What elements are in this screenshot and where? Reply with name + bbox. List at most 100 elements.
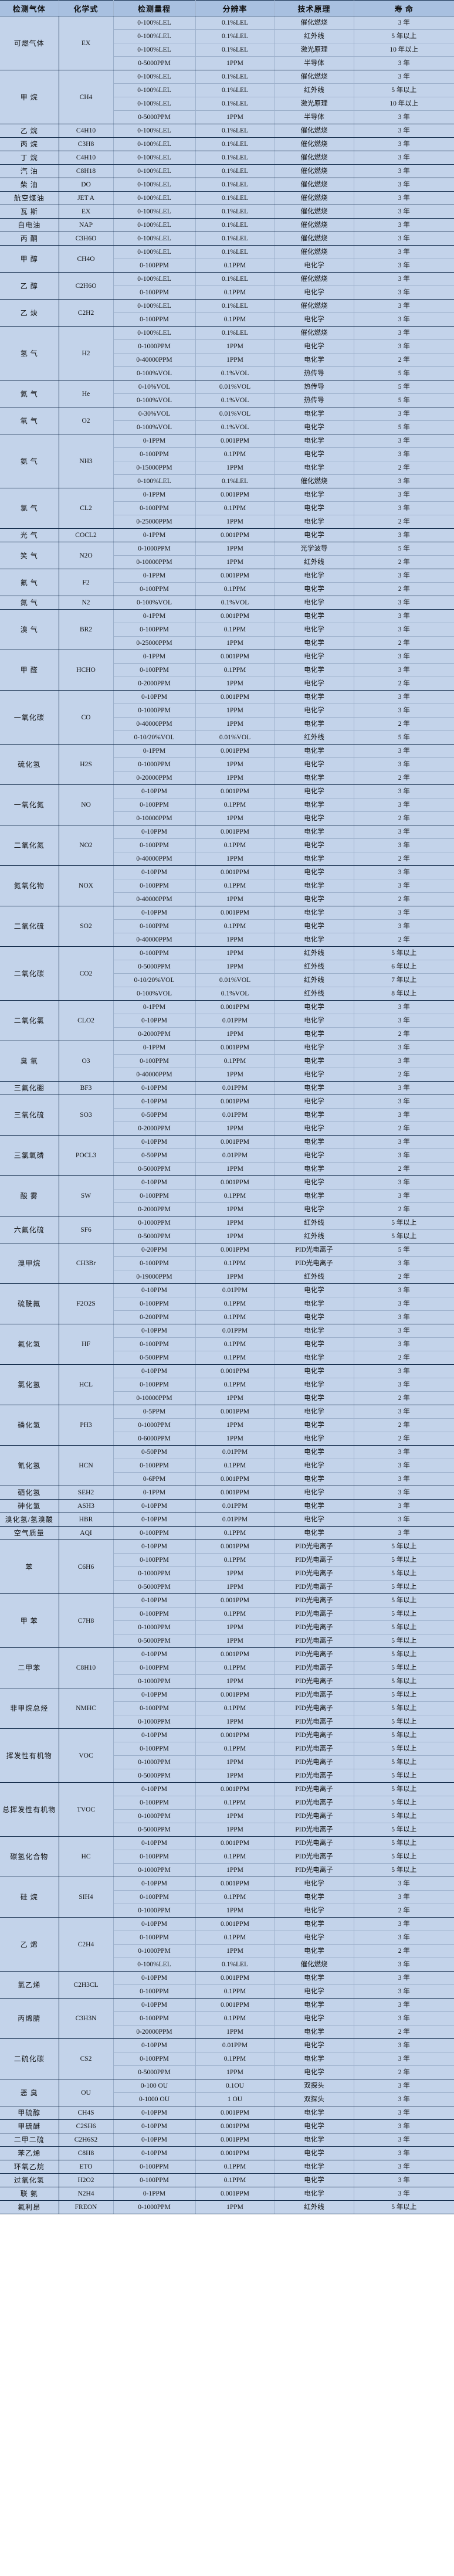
cell-gas-name: 丙 烷	[0, 137, 59, 151]
table-row: 笑 气 N2O 0-1000PPM 1PPM 光学波导 5 年	[0, 542, 454, 569]
cell-detection-range: 0-100%VOL	[113, 366, 196, 380]
cell-chemical-formula: C2H6S2	[59, 2133, 114, 2147]
cell-lifetime: 3 年	[354, 1135, 454, 1149]
cell-lifetime: 3 年	[354, 151, 454, 165]
table-row: 碳氢化合物 HC 0-10PPM 0.001PPM PID光电离子 5 年以上	[0, 1836, 454, 1877]
cell-resolution: 1PPM	[195, 1229, 275, 1243]
cell-technology-principle: 电化学	[275, 1971, 354, 1985]
cell-resolution: 1PPM	[195, 1122, 275, 1136]
table-row: 0-19000PPM 1PPM 红外线 2 年	[0, 1270, 454, 1284]
cell-gas-name: 联 氨	[0, 2187, 59, 2201]
cell-lifetime: 5 年以上	[354, 1850, 454, 1864]
table-row: 挥发性有机物 VOC 0-10PPM 0.001PPM PID光电离子 5 年以上	[0, 1728, 454, 1783]
cell-gas-name: 氰化氢	[0, 1445, 59, 1486]
cell-detection-range: 0-100%LEL	[113, 218, 196, 232]
table-row: 二氧化氮 NO2 0-10PPM 0.001PPM 电化学 3 年	[0, 825, 454, 866]
cell-resolution: 0.01PPM	[195, 1499, 275, 1513]
cell-gas-name: 苯	[0, 1540, 59, 1594]
cell-chemical-formula: BF3	[59, 1081, 114, 1095]
cell-detection-range: 0-100%LEL	[113, 29, 196, 43]
column-header-principle: 技术原理	[275, 0, 354, 16]
cell-lifetime: 3 年	[354, 124, 454, 138]
cell-resolution: 0.001PPM	[195, 1728, 275, 1742]
cell-lifetime: 3 年	[354, 1958, 454, 1972]
cell-detection-range: 0-25000PPM	[113, 636, 196, 650]
table-row: 溴甲烷 CH3Br 0-20PPM 0.001PPM PID光电离子 5 年	[0, 1243, 454, 1284]
table-row: 二氧化碳 CO2 0-100PPM 1PPM 红外线 5 年以上	[0, 946, 454, 1001]
table-row: 0-100PPM 0.1PPM 电化学 3 年	[0, 501, 454, 515]
cell-resolution: 0.1PPM	[195, 1984, 275, 1999]
cell-technology-principle: 电化学	[275, 353, 354, 367]
cell-technology-principle: 电化学	[275, 838, 354, 852]
cell-technology-principle: 电化学	[275, 784, 354, 798]
cell-detection-range: 0-100PPM	[113, 838, 196, 852]
cell-lifetime: 2 年	[354, 1202, 454, 1216]
cell-technology-principle: 电化学	[275, 2038, 354, 2052]
cell-detection-range: 0-100PPM	[113, 1850, 196, 1864]
cell-technology-principle: 电化学	[275, 1122, 354, 1136]
cell-resolution: 0.001PPM	[195, 609, 275, 623]
table-row: 柴 油 DO 0-100%LEL 0.1%LEL 催化燃烧 3 年	[0, 178, 454, 192]
cell-technology-principle: 电化学	[275, 609, 354, 623]
cell-lifetime: 5 年	[354, 730, 454, 745]
table-row: 硫酰氟 F2O2S 0-10PPM 0.01PPM 电化学 3 年	[0, 1283, 454, 1324]
cell-technology-principle: 双探头	[275, 2092, 354, 2106]
table-row: 0-100PPM 0.1PPM 电化学 3 年	[0, 312, 454, 327]
table-row: 0-100%VOL 0.1%VOL 热传导 5 年	[0, 393, 454, 407]
cell-resolution: 0.001PPM	[195, 906, 275, 920]
cell-detection-range: 0-1000PPM	[113, 339, 196, 354]
cell-chemical-formula: C3H3N	[59, 1998, 114, 2039]
cell-technology-principle: 电化学	[275, 879, 354, 893]
table-row: 0-6PPM 0.001PPM 电化学 3 年	[0, 1472, 454, 1486]
cell-technology-principle: PID光电离子	[275, 1836, 354, 1850]
cell-detection-range: 0-100PPM	[113, 312, 196, 327]
cell-resolution: 0.1PPM	[195, 1351, 275, 1365]
cell-resolution: 1PPM	[195, 1580, 275, 1594]
cell-technology-principle: 红外线	[275, 1216, 354, 1230]
cell-resolution: 0.001PPM	[195, 2187, 275, 2201]
cell-resolution: 1PPM	[195, 1270, 275, 1284]
cell-technology-principle: 催化燃烧	[275, 218, 354, 232]
cell-resolution: 0.1PPM	[195, 501, 275, 515]
table-row: 0-1000PPM 1PPM PID光电离子 5 年以上	[0, 1755, 454, 1769]
cell-resolution: 1PPM	[195, 1391, 275, 1405]
cell-detection-range: 0-1000PPM	[113, 2200, 196, 2214]
cell-technology-principle: 催化燃烧	[275, 70, 354, 84]
cell-lifetime: 3 年	[354, 191, 454, 205]
cell-resolution: 0.001PPM	[195, 784, 275, 798]
cell-resolution: 1PPM	[195, 1566, 275, 1581]
cell-technology-principle: PID光电离子	[275, 1647, 354, 1661]
cell-lifetime: 3 年	[354, 1108, 454, 1122]
cell-resolution: 0.1PPM	[195, 1297, 275, 1311]
cell-technology-principle: PID光电离子	[275, 1620, 354, 1634]
cell-resolution: 0.001PPM	[195, 1041, 275, 1055]
cell-detection-range: 0-100PPM	[113, 1553, 196, 1567]
cell-detection-range: 0-6000PPM	[113, 1432, 196, 1446]
cell-technology-principle: 催化燃烧	[275, 232, 354, 246]
cell-gas-name: 二甲二硫	[0, 2133, 59, 2147]
cell-detection-range: 0-40000PPM	[113, 1068, 196, 1082]
cell-lifetime: 3 年	[354, 2133, 454, 2147]
cell-resolution: 1PPM	[195, 1863, 275, 1877]
cell-technology-principle: PID光电离子	[275, 1607, 354, 1621]
cell-chemical-formula: C7H8	[59, 1593, 114, 1648]
cell-technology-principle: 电化学	[275, 1310, 354, 1324]
cell-gas-name: 氟利昂	[0, 2200, 59, 2214]
cell-gas-name: 酸 雾	[0, 1175, 59, 1216]
table-row: 二甲二硫 C2H6S2 0-10PPM 0.001PPM 电化学 3 年	[0, 2133, 454, 2147]
cell-technology-principle: PID光电离子	[275, 1823, 354, 1837]
table-row: 0-10/20%VOL 0.01%VOL 红外线 5 年	[0, 730, 454, 745]
cell-gas-name: 甲 醛	[0, 650, 59, 691]
cell-chemical-formula: HCHO	[59, 650, 114, 691]
cell-gas-name: 氯 气	[0, 488, 59, 529]
header-row: 检测气体 化学式 检测量程 分辨率 技术原理 寿 命	[0, 0, 454, 16]
cell-chemical-formula: DO	[59, 178, 114, 192]
cell-detection-range: 0-100PPM	[113, 1984, 196, 1999]
cell-resolution: 1PPM	[195, 1432, 275, 1446]
cell-lifetime: 3 年	[354, 1054, 454, 1068]
cell-technology-principle: PID光电离子	[275, 1728, 354, 1742]
cell-lifetime: 3 年	[354, 272, 454, 286]
cell-resolution: 1PPM	[195, 1755, 275, 1769]
cell-chemical-formula: CL2	[59, 488, 114, 529]
cell-lifetime: 3 年	[354, 2011, 454, 2026]
